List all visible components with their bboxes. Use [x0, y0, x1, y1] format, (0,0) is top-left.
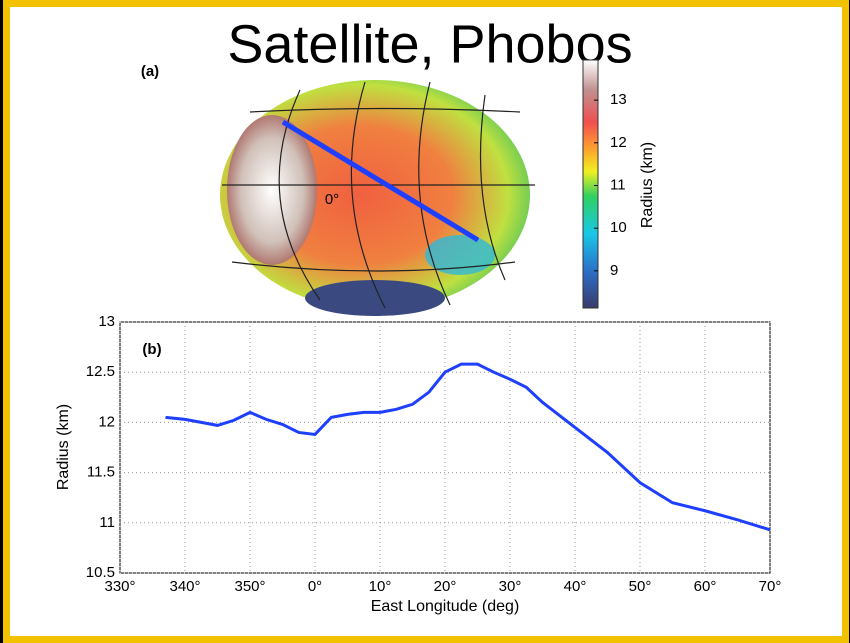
y-tick-label: 11: [99, 514, 115, 531]
x-tick-label: 60°: [694, 578, 717, 595]
x-tick-label: 40°: [564, 578, 587, 595]
colorbar-tick-label: 11: [610, 176, 626, 193]
y-tick-label: 12.5: [86, 363, 115, 380]
data-line: [165, 362, 771, 532]
plot-frame: [119, 321, 771, 574]
phobos-image: [220, 80, 535, 316]
x-tick-label: 30°: [499, 578, 522, 595]
panel-label: (a): [141, 63, 159, 80]
colorbar-tick-label: 10: [610, 219, 627, 236]
y-tick-label: 12: [98, 413, 115, 430]
colorbar-tick-label: 12: [610, 134, 627, 151]
slide-canvas: Satellite, Phobos (a) 0° Radius (km) (b)…: [55, 14, 782, 615]
x-axis-label: East Longitude (deg): [371, 598, 520, 615]
y-tick-label: 11.5: [87, 464, 115, 481]
x-tick-label: 350°: [234, 578, 265, 595]
panel-label: (b): [142, 341, 161, 358]
slide: Satellite, Phobos (a) 0° Radius (km) (b)…: [3, 0, 849, 643]
colorbar-tick-label: 13: [610, 91, 627, 108]
x-tick-label: 330°: [104, 578, 135, 595]
colorbar-tick-label: 9: [610, 262, 618, 279]
y-tick-label: 10.5: [86, 564, 115, 581]
x-tick-label: 50°: [629, 578, 652, 595]
y-tick-label: 13: [98, 313, 115, 330]
x-tick-label: 10°: [369, 578, 392, 595]
colorbar: [582, 59, 599, 309]
x-tick-label: 340°: [169, 578, 200, 595]
slide-title: Satellite, Phobos: [227, 14, 632, 74]
y-axis-label: Radius (km): [55, 404, 72, 490]
colorbar-label: Radius (km): [639, 142, 656, 228]
meridian-label: 0°: [325, 191, 339, 208]
x-tick-label: 0°: [308, 578, 322, 595]
x-tick-label: 20°: [434, 578, 457, 595]
x-tick-label: 70°: [759, 578, 782, 595]
